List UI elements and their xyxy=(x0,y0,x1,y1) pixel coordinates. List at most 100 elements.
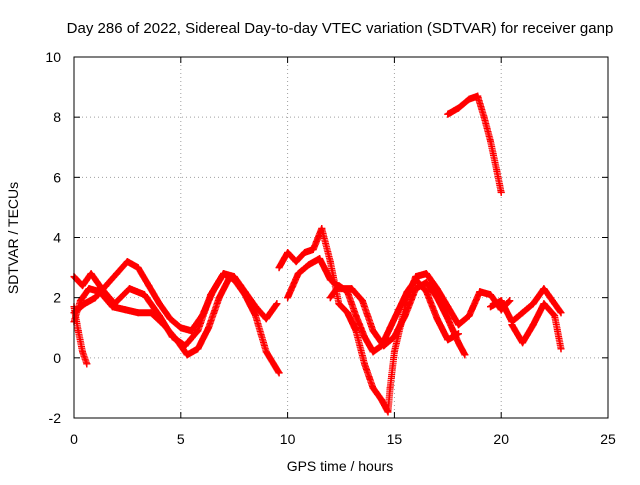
data-point xyxy=(358,297,366,305)
series-sat-g xyxy=(326,276,462,356)
y-axis-label: SDTVAR / TECUs xyxy=(5,182,21,294)
data-point xyxy=(160,321,168,329)
y-tick-label: -2 xyxy=(49,410,62,426)
data-point xyxy=(145,282,153,290)
data-point xyxy=(487,137,495,145)
data-point xyxy=(476,288,484,296)
data-point xyxy=(487,303,495,311)
data-point xyxy=(401,312,409,320)
x-tick-label: 5 xyxy=(177,431,185,447)
data-point xyxy=(220,270,228,278)
series-sat-j xyxy=(487,285,565,326)
data-point xyxy=(155,300,163,308)
data-point xyxy=(480,113,488,121)
data-point xyxy=(140,291,148,299)
data-point xyxy=(433,315,441,323)
x-tick-label: 0 xyxy=(70,431,78,447)
data-point xyxy=(309,246,317,254)
data-point xyxy=(275,264,283,272)
data-point xyxy=(294,270,302,278)
data-point xyxy=(386,324,394,332)
data-point xyxy=(454,104,462,112)
data-point xyxy=(360,360,368,368)
data-point xyxy=(454,339,462,347)
x-axis-label: GPS time / hours xyxy=(287,458,394,474)
y-tick-label: 2 xyxy=(53,290,61,306)
y-tick-label: 4 xyxy=(53,230,61,246)
data-point xyxy=(497,188,505,196)
data-point xyxy=(343,309,351,317)
x-tick-label: 15 xyxy=(387,431,403,447)
data-point xyxy=(335,300,343,308)
data-point xyxy=(403,288,411,296)
data-point xyxy=(343,288,351,296)
data-point xyxy=(474,92,482,100)
data-point xyxy=(519,309,527,317)
data-point xyxy=(412,285,420,293)
data-point xyxy=(348,285,356,293)
data-point xyxy=(454,321,462,329)
data-point xyxy=(215,294,223,302)
data-point xyxy=(284,294,292,302)
data-point xyxy=(506,297,514,305)
data-point xyxy=(390,348,398,356)
data-point xyxy=(519,339,527,347)
data-point xyxy=(497,297,505,305)
data-point xyxy=(74,327,82,335)
y-tick-label: 6 xyxy=(53,169,61,185)
data-point xyxy=(557,345,565,353)
data-point xyxy=(461,351,469,359)
data-point xyxy=(369,384,377,392)
data-point xyxy=(540,285,548,293)
data-point xyxy=(205,324,213,332)
data-point xyxy=(198,312,206,320)
x-tick-label: 25 xyxy=(600,431,616,447)
data-point xyxy=(487,291,495,299)
data-point xyxy=(183,351,191,359)
data-point xyxy=(91,294,99,302)
data-point xyxy=(465,312,473,320)
data-point xyxy=(305,261,313,269)
data-point xyxy=(85,285,93,293)
data-point xyxy=(529,300,537,308)
chart-title: Day 286 of 2022, Sidereal Day-to-day VTE… xyxy=(67,20,614,37)
data-point xyxy=(292,258,300,266)
data-point xyxy=(102,282,110,290)
data-point xyxy=(326,258,334,266)
data-point xyxy=(508,318,516,326)
data-point xyxy=(378,342,386,350)
data-point xyxy=(113,270,121,278)
data-point xyxy=(241,288,249,296)
data-point xyxy=(134,309,142,317)
data-point xyxy=(273,300,281,308)
data-point xyxy=(551,312,559,320)
data-point xyxy=(433,285,441,293)
data-point xyxy=(378,396,386,404)
data-point xyxy=(187,327,195,335)
data-point xyxy=(529,321,537,329)
data-point xyxy=(79,282,87,290)
data-point xyxy=(318,224,326,232)
data-point xyxy=(360,333,368,341)
data-point xyxy=(76,297,84,305)
data-point xyxy=(540,300,548,308)
data-point xyxy=(108,303,116,311)
y-tick-label: 10 xyxy=(45,49,61,65)
x-tick-label: 10 xyxy=(280,431,296,447)
data-point xyxy=(134,264,142,272)
data-point xyxy=(433,294,441,302)
data-point xyxy=(123,258,131,266)
data-point xyxy=(395,306,403,314)
data-point xyxy=(121,306,129,314)
data-point xyxy=(326,294,334,302)
data-point xyxy=(79,348,87,356)
data-point xyxy=(194,327,202,335)
series-sat-f xyxy=(284,255,469,359)
data-point xyxy=(444,110,452,118)
data-point xyxy=(557,309,565,317)
data-point xyxy=(335,282,343,290)
data-point xyxy=(166,315,174,323)
grid xyxy=(74,57,608,418)
